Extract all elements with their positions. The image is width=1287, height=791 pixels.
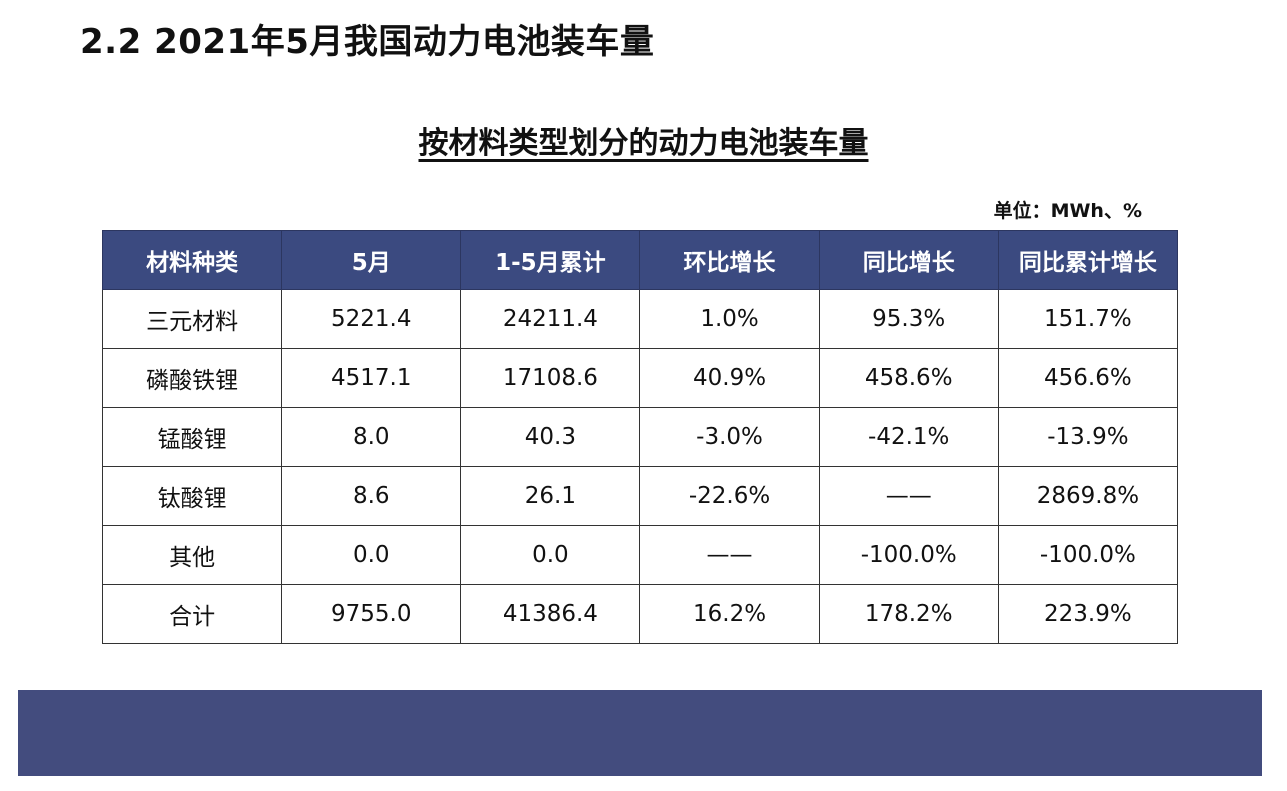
table-cell: 17108.6 [460,348,641,408]
battery-table: 材料种类 5月 1-5月累计 环比增长 同比增长 同比累计增长 三元材料 5221.4 242… [101,230,1179,644]
table-cell: 16.2% [639,584,820,644]
row-label: 钛酸锂 [101,466,283,526]
table-cell: 9755.0 [281,584,462,644]
table-cell: —— [818,466,999,526]
table-cell: 40.9% [639,348,820,408]
table-cell: -100.0% [997,525,1179,585]
table-cell: 8.0 [281,407,462,467]
table-header-row: 材料种类 5月 1-5月累计 环比增长 同比增长 同比累计增长 [101,230,1179,290]
table-cell: 456.6% [997,348,1179,408]
table-title-text: 按材料类型划分的动力电池装车量 [418,126,869,161]
row-label: 其他 [101,525,283,585]
table-cell: -100.0% [818,525,999,585]
table-cell: -22.6% [639,466,820,526]
table-cell: 1.0% [639,289,820,349]
table-row: 合计 9755.0 41386.4 16.2% 178.2% 223.9% [101,584,1179,644]
table-row: 其他 0.0 0.0 —— -100.0% -100.0% [101,525,1179,585]
table-cell: 178.2% [818,584,999,644]
table-cell: 458.6% [818,348,999,408]
table-row: 钛酸锂 8.6 26.1 -22.6% —— 2869.8% [101,466,1179,526]
table-cell: 5221.4 [281,289,462,349]
table-cell: 223.9% [997,584,1179,644]
row-label: 锰酸锂 [101,407,283,467]
table-row: 锰酸锂 8.0 40.3 -3.0% -42.1% -13.9% [101,407,1179,467]
unit-label: 单位：MWh、% [993,200,1142,222]
table-cell: 26.1 [460,466,641,526]
row-label: 合计 [101,584,283,644]
table-cell: 151.7% [997,289,1179,349]
table-cell: 40.3 [460,407,641,467]
footer-bar [18,690,1262,776]
column-header: 5月 [281,230,462,290]
column-header: 材料种类 [101,230,283,290]
table-cell: 8.6 [281,466,462,526]
table-cell: -42.1% [818,407,999,467]
table-row: 三元材料 5221.4 24211.4 1.0% 95.3% 151.7% [101,289,1179,349]
column-header: 同比增长 [818,230,999,290]
table-cell: —— [639,525,820,585]
table-cell: 0.0 [281,525,462,585]
table-cell: 24211.4 [460,289,641,349]
row-label: 三元材料 [101,289,283,349]
column-header: 环比增长 [639,230,820,290]
table-cell: -13.9% [997,407,1179,467]
page-title: 2.2 2021年5月我国动力电池装车量 [80,22,655,62]
table-cell: 2869.8% [997,466,1179,526]
table-cell: 4517.1 [281,348,462,408]
table-title: 按材料类型划分的动力电池装车量 [0,118,1287,162]
row-label: 磷酸铁锂 [101,348,283,408]
column-header: 同比累计增长 [997,230,1179,290]
table-row: 磷酸铁锂 4517.1 17108.6 40.9% 458.6% 456.6% [101,348,1179,408]
table-cell: -3.0% [639,407,820,467]
column-header: 1-5月累计 [460,230,641,290]
table-cell: 41386.4 [460,584,641,644]
table-cell: 0.0 [460,525,641,585]
table-cell: 95.3% [818,289,999,349]
